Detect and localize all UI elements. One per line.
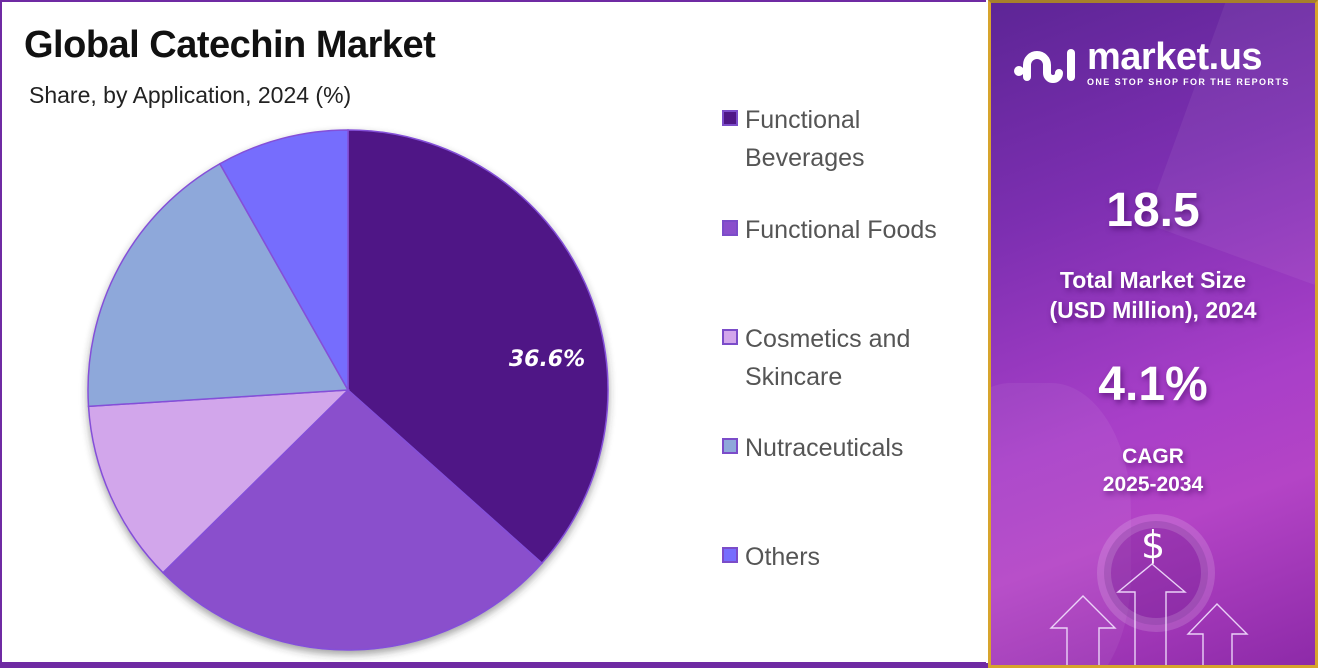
chart-title: Global Catechin Market	[24, 24, 436, 66]
panel-border-bottom	[0, 663, 990, 668]
stats-sidebar: market.us ONE STOP SHOP FOR THE REPORTS …	[988, 0, 1318, 668]
market-us-logo-icon	[1014, 49, 1075, 83]
legend-swatch	[722, 220, 738, 236]
legend-label: Beverages	[745, 144, 865, 172]
chart-subtitle: Share, by Application, 2024 (%)	[29, 82, 352, 108]
coin-circle-decoration	[1097, 514, 1215, 632]
cagr-value: 4.1%	[1098, 358, 1208, 411]
legend-item-functional-foods: Functional Foods	[722, 211, 982, 249]
legend-label: Functional Foods	[745, 216, 937, 244]
market-size-label: Total Market Size (USD Million), 2024	[1049, 267, 1257, 323]
slice-functional-foods	[161, 388, 544, 651]
pie-chart: 36.6%	[87, 129, 609, 651]
legend-swatch	[722, 438, 738, 454]
dollar-icon: $	[1141, 523, 1166, 567]
legend-label: Skincare	[745, 363, 843, 391]
legend-item-others: Others	[722, 538, 982, 576]
legend-label: Others	[745, 543, 821, 571]
cagr-label: CAGR 2025-2034	[1102, 445, 1204, 496]
brand-tagline: ONE STOP SHOP FOR THE REPORTS	[1087, 77, 1290, 87]
legend-item-nutraceuticals: Nutraceuticals	[722, 429, 982, 467]
market-size-value: 18.5	[1106, 184, 1200, 237]
legend-label: Functional	[745, 106, 861, 134]
legend-label: Cosmetics and	[745, 325, 911, 353]
legend-label: Nutraceuticals	[745, 434, 904, 462]
slice-others	[218, 129, 349, 393]
pie-data-label: 36.6%	[509, 347, 585, 372]
slice-nutraceuticals	[87, 162, 350, 408]
brand-name: market.us	[1087, 36, 1263, 78]
legend-swatch	[722, 110, 738, 126]
slice-functional-beverages	[347, 129, 609, 565]
legend-item-cosmetics-skincare: Cosmetics and Skincare	[722, 320, 982, 396]
legend-item-functional-beverages: Functional Beverages	[722, 101, 982, 177]
brand-logo: market.us ONE STOP SHOP FOR THE REPORTS	[1013, 36, 1290, 87]
slice-cosmetics-skincare	[87, 389, 350, 574]
chart-panel: Global Catechin Market Share, by Applica…	[0, 0, 986, 664]
legend-swatch	[722, 547, 738, 563]
growth-arrows-icon	[1049, 563, 1249, 665]
legend-swatch	[722, 329, 738, 345]
